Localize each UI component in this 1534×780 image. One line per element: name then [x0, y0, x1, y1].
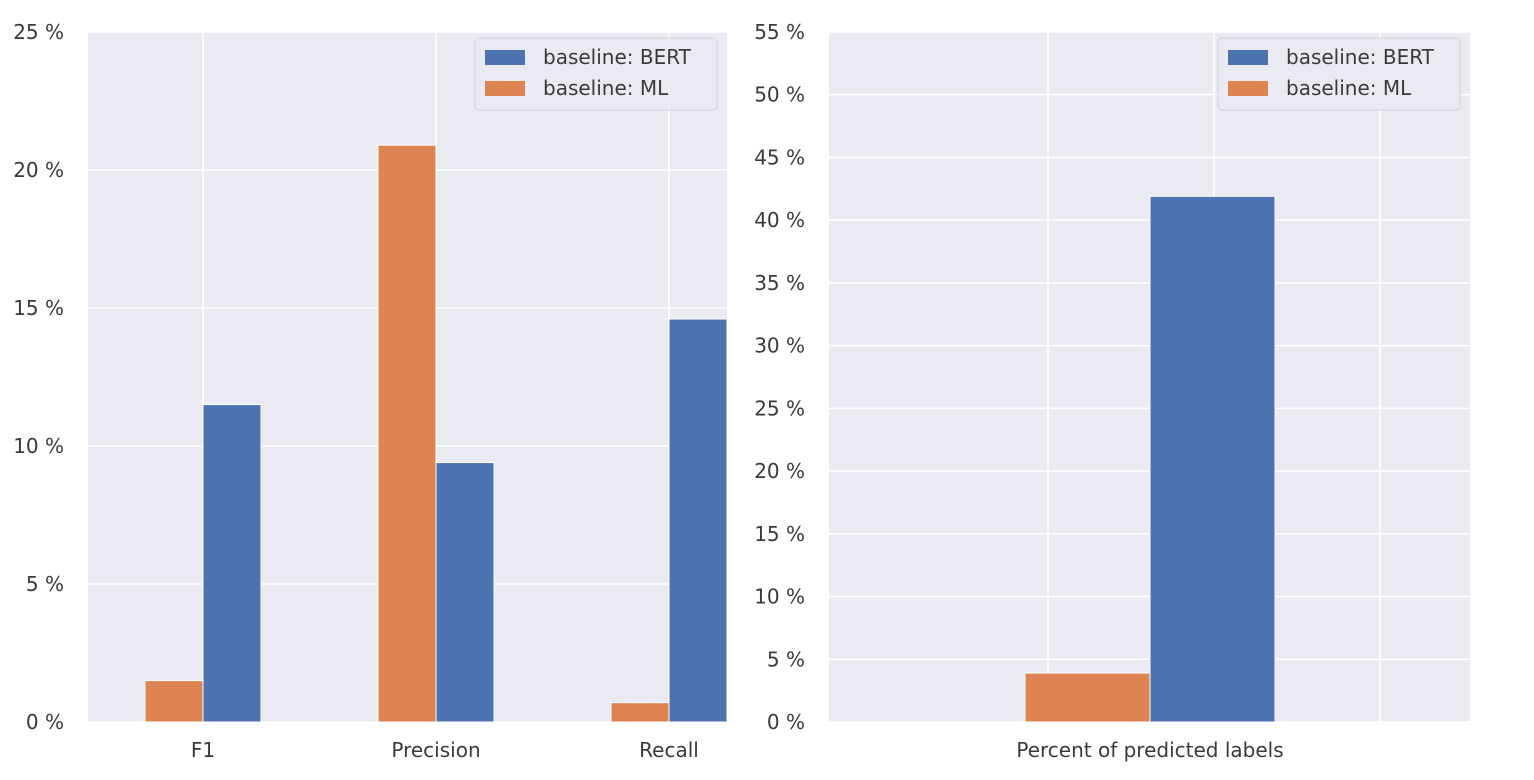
y-tick-label: 0 % — [767, 710, 805, 734]
y-tick-label: 10 % — [754, 585, 805, 609]
bar-ml-recall — [611, 703, 669, 722]
y-tick-label: 25 % — [754, 396, 805, 420]
legend-swatch — [485, 81, 525, 96]
y-tick-label: 40 % — [754, 208, 805, 232]
bar-bert-percent-of-predicted-labels — [1150, 196, 1275, 722]
y-tick-label: 45 % — [754, 145, 805, 169]
y-tick-label: 20 % — [754, 459, 805, 483]
bar-bert-recall — [669, 319, 727, 722]
y-tick-label: 5 % — [767, 647, 805, 671]
legend-label: baseline: ML — [1286, 76, 1412, 100]
legend-label: baseline: BERT — [543, 45, 692, 69]
legend: baseline: BERT baseline: ML — [1218, 38, 1460, 110]
bar-bert-f1 — [203, 405, 261, 722]
bar-ml-f1 — [145, 681, 203, 722]
y-tick-label: 15 % — [754, 522, 805, 546]
y-tick-label: 15 % — [13, 296, 64, 320]
y-tick-label: 5 % — [26, 572, 64, 596]
y-tick-label: 35 % — [754, 271, 805, 295]
legend-swatch — [1228, 50, 1268, 65]
chart-metrics: 0 % 5 % 10 % 15 % 20 % 25 % F1 Precision Recall b… — [13, 20, 727, 762]
legend-label: baseline: ML — [543, 76, 669, 100]
x-tick-label: F1 — [191, 738, 215, 762]
legend: baseline: BERT baseline: ML — [475, 38, 717, 110]
legend-swatch — [1228, 81, 1268, 96]
chart-predicted-labels: 0 % 5 % 10 % 15 % 20 % 25 % 30 % 35 % 40 % 45 % 50… — [754, 20, 1470, 762]
bar-bert-precision — [436, 463, 494, 722]
y-tick-label: 50 % — [754, 83, 805, 107]
y-tick-label: 10 % — [13, 434, 64, 458]
legend-label: baseline: BERT — [1286, 45, 1435, 69]
y-tick-label: 55 % — [754, 20, 805, 44]
bar-ml-precision — [378, 145, 436, 722]
bar-ml-percent-of-predicted-labels — [1025, 673, 1150, 722]
y-tick-label: 25 % — [13, 20, 64, 44]
y-tick-label: 20 % — [13, 158, 64, 182]
y-tick-label: 30 % — [754, 334, 805, 358]
x-tick-label: Recall — [639, 738, 699, 762]
x-tick-label: Precision — [391, 738, 480, 762]
y-tick-label: 0 % — [26, 710, 64, 734]
legend-swatch — [485, 50, 525, 65]
x-tick-label: Percent of predicted labels — [1016, 738, 1283, 762]
